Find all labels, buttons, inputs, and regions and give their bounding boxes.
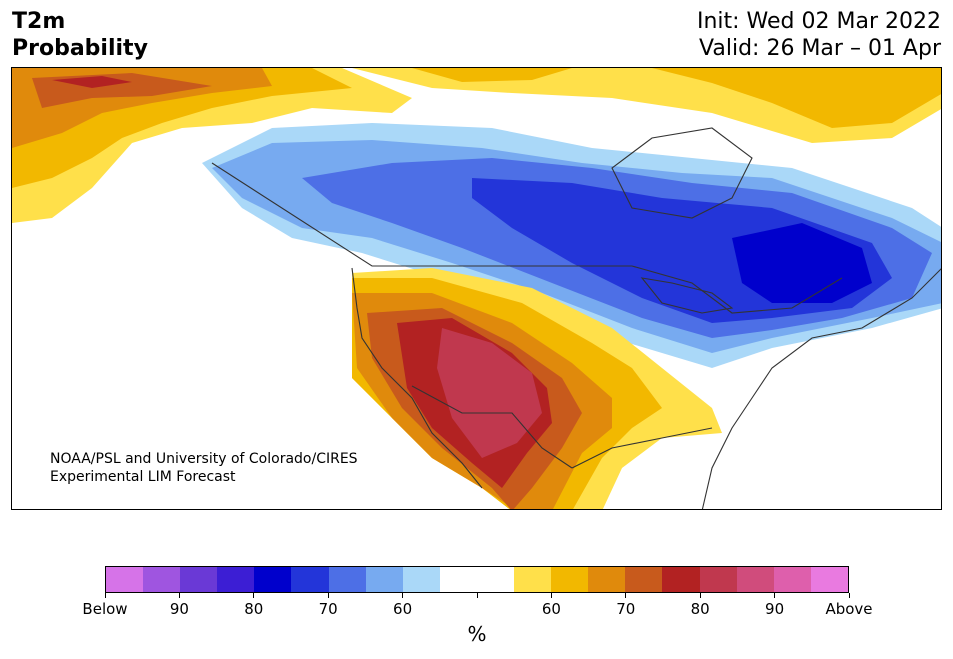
- credit-text: NOAA/PSL and University of Colorado/CIRE…: [50, 450, 358, 486]
- colorbar-swatch: [551, 567, 589, 592]
- colorbar-tick-label: 90: [169, 600, 189, 618]
- colorbar-tick-label: Above: [825, 600, 873, 618]
- alaska-warm-core: [52, 76, 132, 88]
- forecast-dates: Init: Wed 02 Mar 2022 Valid: 26 Mar – 01…: [697, 8, 941, 62]
- colorbar-swatch: [588, 567, 626, 592]
- arctic-warm-region-2: [412, 68, 572, 82]
- canada-us-border: [211, 162, 843, 314]
- colorbar-swatch: [773, 567, 811, 592]
- colorbar-tick: [699, 593, 701, 598]
- colorbar-tick: [178, 593, 180, 598]
- colorbar-tick: [848, 593, 850, 598]
- valid-period: Valid: 26 Mar – 01 Apr: [699, 36, 941, 61]
- colorbar-swatch: [439, 567, 477, 592]
- colorbar-swatch: [476, 567, 515, 592]
- colorbar-swatch: [514, 567, 552, 592]
- colorbar-swatch: [736, 567, 774, 592]
- credit-line-1: NOAA/PSL and University of Colorado/CIRE…: [50, 451, 358, 467]
- colorbar-tick-label: Below: [82, 600, 128, 618]
- colorbar-tick-label: 60: [541, 600, 561, 618]
- colorbar-swatch: [365, 567, 403, 592]
- arctic-warm-region-3: [652, 68, 941, 128]
- colorbar-tick: [253, 593, 255, 598]
- colorbar-swatch: [143, 567, 181, 592]
- colorbar-tick-label: 80: [690, 600, 710, 618]
- colorbar: [105, 566, 849, 593]
- colorbar-tick: [402, 593, 404, 598]
- colorbar-swatch: [217, 567, 255, 592]
- colorbar-unit: %: [467, 622, 487, 646]
- cold-core-80: [732, 223, 872, 303]
- colorbar-tick: [774, 593, 776, 598]
- colorbar-tick: [327, 593, 329, 598]
- colorbar-swatch: [291, 567, 329, 592]
- colorbar-swatch: [402, 567, 440, 592]
- colorbar-tick: [550, 593, 552, 598]
- map-panel: NOAA/PSL and University of Colorado/CIRE…: [11, 67, 942, 510]
- us-mexico-border: [411, 385, 573, 469]
- colorbar-tick-label: 90: [765, 600, 785, 618]
- colorbar-tick-label: 70: [616, 600, 636, 618]
- init-date: Init: Wed 02 Mar 2022: [696, 9, 941, 34]
- west-coastline: [351, 267, 483, 489]
- colorbar-swatch: [625, 567, 663, 592]
- colorbar-tick: [476, 593, 478, 598]
- colorbar-swatch: [180, 567, 218, 592]
- gulf-coast: [571, 427, 713, 469]
- title-variable: T2m: [12, 9, 66, 34]
- probability-map: [12, 68, 941, 509]
- political-boundaries: [211, 127, 941, 509]
- colorbar-tick-label: 80: [244, 600, 264, 618]
- map-title: T2m Probability: [12, 8, 148, 62]
- colorbar-swatch: [106, 567, 144, 592]
- great-lakes: [640, 277, 734, 314]
- east-coastline: [701, 268, 941, 509]
- colorbar-tick-label: 60: [393, 600, 413, 618]
- colorbar-tick: [625, 593, 627, 598]
- colorbar-tick: [104, 593, 106, 598]
- sw-warm-core-80: [437, 328, 542, 458]
- colorbar-swatch: [254, 567, 292, 592]
- colorbar-tick-label: 70: [318, 600, 338, 618]
- credit-line-2: Experimental LIM Forecast: [50, 469, 236, 485]
- colorbar-swatch: [328, 567, 366, 592]
- colorbar-swatch: [699, 567, 737, 592]
- colorbar-swatch: [810, 567, 848, 592]
- title-product: Probability: [12, 36, 148, 61]
- hudson-bay: [611, 127, 753, 219]
- colorbar-swatch: [662, 567, 700, 592]
